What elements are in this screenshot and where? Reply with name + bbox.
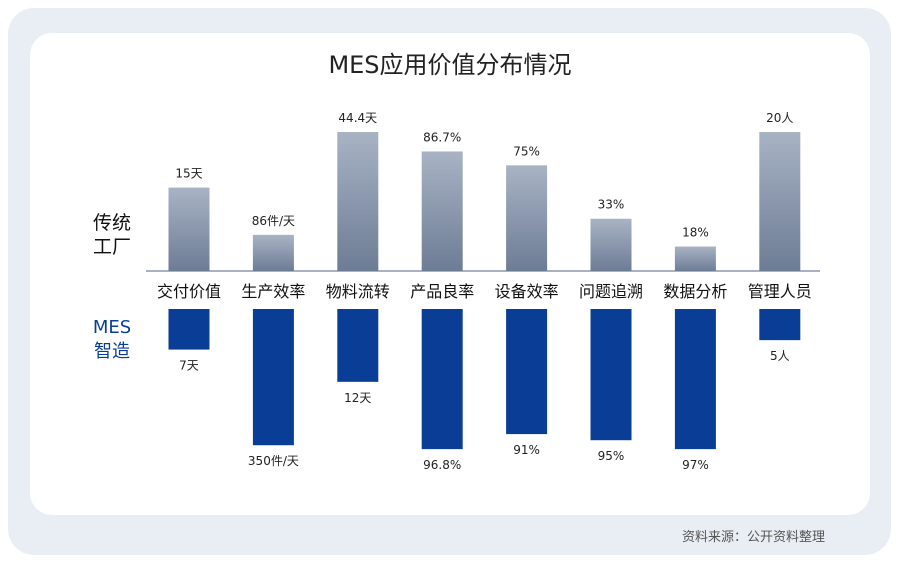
- bar-mes: [759, 309, 801, 341]
- legend-mes-line1: MES: [93, 317, 131, 338]
- bar-traditional: [759, 132, 801, 271]
- value-label-mes: 95%: [598, 449, 625, 463]
- category-label: 设备效率: [495, 282, 559, 301]
- value-label-traditional: 86件/天: [252, 214, 295, 228]
- bar-mes: [168, 309, 210, 350]
- bar-mes: [674, 309, 716, 450]
- value-label-traditional: 33%: [598, 198, 625, 212]
- value-label-mes: 12天: [344, 391, 371, 405]
- value-label-mes: 7天: [179, 359, 199, 373]
- bar-mes: [421, 309, 463, 450]
- value-label-mes: 91%: [513, 443, 540, 457]
- value-label-traditional: 44.4天: [338, 111, 377, 125]
- value-label-mes: 96.8%: [423, 458, 461, 472]
- chart-title: MES应用价值分布情况: [328, 51, 571, 79]
- source-note: 资料来源：公开资料整理: [682, 530, 825, 545]
- value-label-traditional: 18%: [682, 226, 709, 240]
- bar-traditional: [252, 234, 294, 271]
- bar-traditional: [506, 165, 548, 271]
- category-label: 数据分析: [663, 282, 727, 301]
- category-label: 问题追溯: [579, 282, 643, 301]
- value-label-mes: 5人: [770, 349, 790, 363]
- value-label-traditional: 20人: [766, 111, 793, 125]
- bar-mes: [590, 309, 632, 441]
- legend-traditional-line1: 传统: [93, 212, 131, 234]
- bar-traditional: [168, 187, 210, 271]
- category-label: 产品良率: [410, 282, 474, 301]
- legend-mes-line2: 智造: [94, 341, 130, 362]
- value-label-traditional: 15天: [175, 167, 202, 181]
- category-label: 管理人员: [748, 282, 812, 301]
- bar-traditional: [421, 151, 463, 271]
- category-label: 生产效率: [241, 282, 305, 301]
- bar-mes: [506, 309, 548, 435]
- category-label: 交付价值: [157, 282, 221, 301]
- bar-traditional: [337, 132, 379, 271]
- legend-traditional-line2: 工厂: [93, 236, 131, 258]
- bar-mes: [252, 309, 294, 446]
- bar-traditional: [590, 218, 632, 271]
- value-label-traditional: 75%: [513, 144, 540, 158]
- value-label-mes: 97%: [682, 458, 709, 472]
- bar-mes: [337, 309, 379, 382]
- value-label-traditional: 86.7%: [423, 130, 461, 144]
- value-label-mes: 350件/天: [248, 454, 299, 468]
- bar-traditional: [674, 246, 716, 271]
- category-label: 物料流转: [326, 282, 390, 301]
